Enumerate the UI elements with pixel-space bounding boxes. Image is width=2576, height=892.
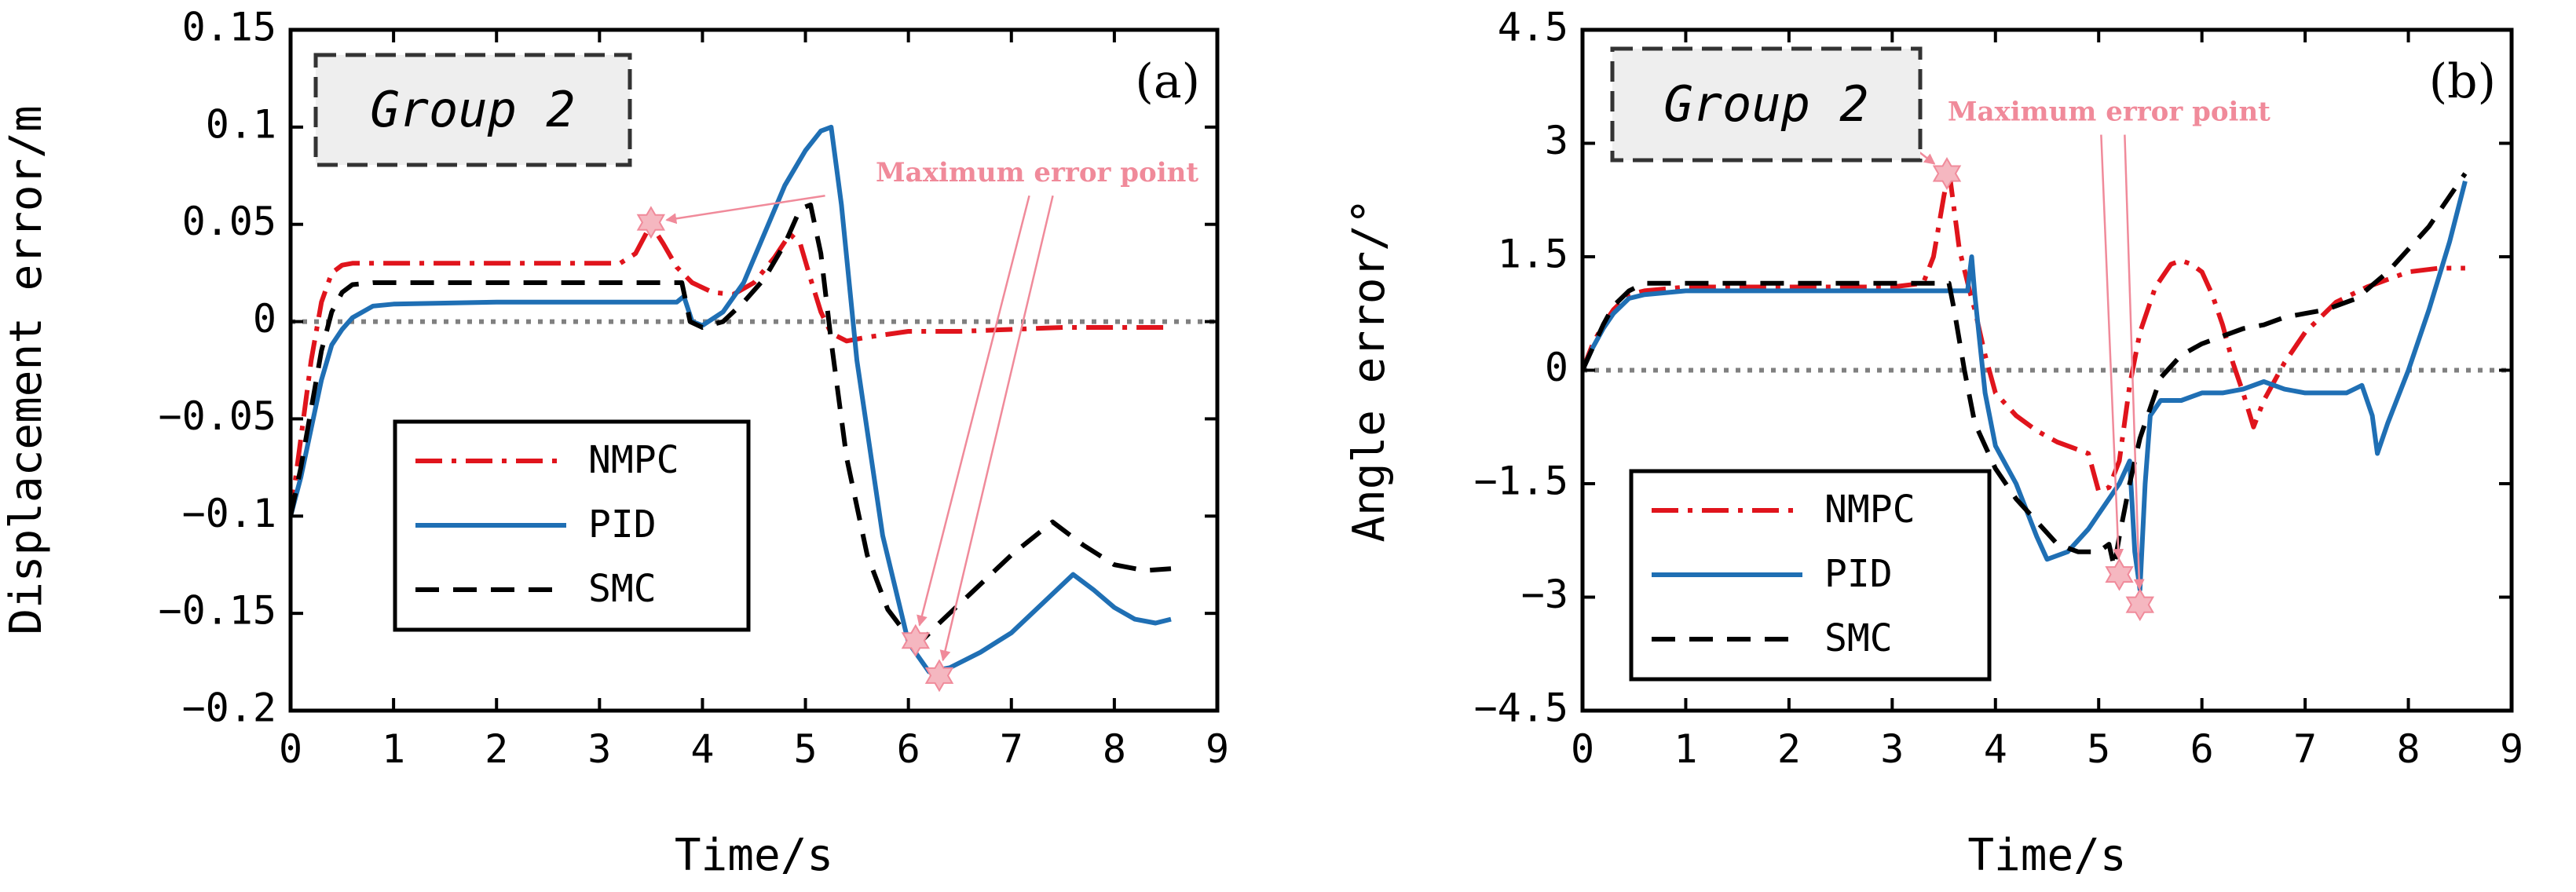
y-axis-label: Displacement error/m (1, 105, 52, 634)
group-label: Group 2 (1663, 75, 1868, 133)
panel-a: 0 1 2 3 4 5 6 7 8 9 −0.2 −0.15 −0.1 −0.05 0 0.05 0.1 0.15… (1, 5, 1229, 882)
annotation-layer (1896, 133, 2155, 622)
y-tick-label: −0.1 (182, 491, 276, 536)
x-tick-label: 5 (794, 726, 818, 772)
x-tick-label: 6 (897, 726, 920, 772)
annotation-arrow (2124, 134, 2145, 590)
series-line-smc (291, 202, 1172, 642)
plot-frame (1580, 27, 2514, 713)
y-axis-label: Angle error/° (1344, 198, 1395, 542)
panel-b: 0 1 2 3 4 5 6 7 8 9 −4.5 −3 −1.5 0 1.5 3 4.5 Group 2 (b)… (1344, 5, 2523, 882)
max-error-marker (636, 206, 666, 239)
x-tick-label: 0 (1571, 726, 1594, 772)
x-axis-label: Time/s (675, 830, 833, 881)
y-tick-label: −0.15 (158, 588, 276, 634)
series-line-pid (291, 124, 1172, 674)
x-tick-label: 9 (1206, 726, 1229, 772)
tick-layer: 0 1 2 3 4 5 6 7 8 9 −0.2 −0.15 −0.1 −0.05 0 0.05 0.1 0.15 (158, 5, 1229, 773)
y-tick-label: −3 (1521, 572, 1568, 617)
plot-frame (288, 27, 1220, 713)
annotation-arrow (917, 195, 1030, 627)
max-error-marker (1932, 157, 1962, 190)
max-error-marker (901, 623, 931, 657)
x-tick-label: 2 (485, 726, 508, 772)
legend-entry-pid: PID (588, 503, 657, 547)
max-error-marker (2105, 558, 2134, 591)
x-tick-label: 6 (2190, 726, 2214, 772)
y-tick-label: 0 (1545, 345, 1568, 390)
x-axis-label: Time/s (1967, 830, 2126, 881)
y-tick-label: 0.1 (206, 101, 276, 147)
group-label: Group 2 (370, 81, 575, 138)
annotation-arrow (939, 195, 1054, 662)
legend-entry-nmpc: NMPC (588, 438, 679, 482)
x-tick-label: 0 (279, 726, 302, 772)
x-tick-label: 3 (1880, 726, 1904, 772)
group-box: Group 2 (313, 53, 632, 167)
series-layer (1583, 167, 2512, 592)
y-tick-label: −4.5 (1474, 685, 1568, 731)
group-box-frame (1610, 46, 1923, 163)
legend-entry-smc: SMC (588, 567, 657, 611)
x-tick-label: 7 (1000, 726, 1023, 772)
x-tick-label: 4 (1984, 726, 2007, 772)
x-tick-label: 1 (1674, 726, 1697, 772)
series-line-pid (1583, 180, 2468, 592)
annotation-label: Maximum error point (1948, 97, 2270, 128)
y-tick-label: 0.05 (182, 199, 276, 244)
series-line-nmpc (1583, 167, 2465, 494)
y-tick-label: 3 (1545, 118, 1568, 163)
group-box: Group 2 (1610, 46, 1923, 163)
x-tick-label: 8 (1103, 726, 1126, 772)
x-tick-label: 8 (2397, 726, 2420, 772)
x-tick-label: 2 (1777, 726, 1801, 772)
annotation-layer (636, 194, 1054, 693)
group-box-frame (313, 53, 632, 167)
series-line-smc (1583, 172, 2468, 569)
legend: NMPC PID SMC (393, 419, 751, 632)
y-tick-label: −0.2 (182, 685, 276, 731)
max-error-marker (924, 659, 954, 693)
legend: NMPC PID SMC (1629, 469, 1992, 682)
y-tick-label: 1.5 (1498, 232, 1568, 277)
series-layer (291, 124, 1217, 674)
y-tick-label: −0.05 (158, 393, 276, 439)
legend-entry-nmpc: NMPC (1824, 488, 1916, 532)
max-error-marker (2125, 588, 2155, 622)
x-tick-label: 1 (382, 726, 405, 772)
legend-entry-pid: PID (1824, 552, 1893, 596)
y-tick-label: −1.5 (1474, 459, 1568, 504)
x-tick-label: 3 (587, 726, 611, 772)
annotation-label: Maximum error point (876, 157, 1198, 188)
y-tick-label: 0 (253, 296, 276, 342)
x-tick-label: 4 (690, 726, 714, 772)
x-tick-label: 7 (2293, 726, 2317, 772)
panel-tag: (b) (2429, 54, 2496, 109)
y-tick-label: 4.5 (1498, 5, 1568, 50)
panel-tag: (a) (1135, 54, 1200, 109)
legend-entry-smc: SMC (1824, 616, 1893, 660)
x-tick-label: 5 (2087, 726, 2110, 772)
annotation-arrow (2100, 134, 2124, 561)
series-line-nmpc (291, 221, 1171, 517)
annotation-arrow (665, 194, 825, 225)
y-tick-label: 0.15 (182, 5, 276, 50)
x-tick-label: 9 (2500, 726, 2523, 772)
